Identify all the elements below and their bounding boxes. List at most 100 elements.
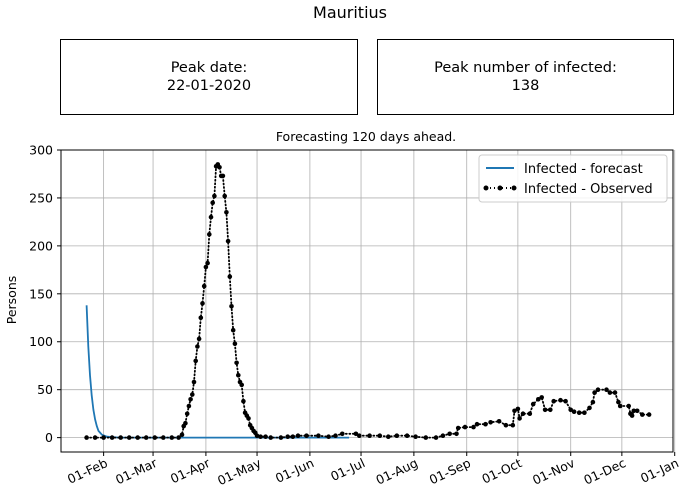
peak-date-value: 22-01-2020: [166, 78, 252, 94]
observed-point: [285, 434, 291, 440]
observed-point: [200, 301, 205, 306]
observed-point: [193, 358, 198, 364]
observed-point: [101, 435, 106, 440]
legend: Infected - forecast Infected - Observed: [478, 154, 668, 203]
observed-point: [542, 407, 548, 413]
observed-point: [258, 434, 263, 440]
x-tick-label: 01-Oct: [479, 455, 524, 487]
observed-point: [440, 433, 446, 439]
observed-point: [539, 395, 544, 400]
observed-point: [176, 435, 181, 440]
observed-point: [109, 435, 115, 440]
observed-point: [517, 416, 522, 421]
observed-point: [217, 165, 222, 170]
observed-point: [198, 315, 204, 321]
peak-date-box: Peak date: 22-01-2020: [60, 39, 358, 115]
observed-point: [239, 382, 244, 388]
observed-point: [454, 431, 459, 437]
observed-point: [183, 420, 188, 426]
observed-point: [169, 435, 175, 440]
y-tick-label: 100: [29, 334, 53, 349]
observed-point: [333, 433, 338, 439]
observed-point: [225, 238, 231, 244]
observed-point: [212, 193, 217, 199]
observed-point: [234, 360, 239, 366]
observed-point: [413, 434, 418, 440]
legend-frame: [478, 154, 668, 203]
observed-point: [582, 410, 587, 416]
observed-point: [607, 390, 613, 395]
observed-point: [190, 392, 195, 397]
legend-forecast-label: Infected - forecast: [524, 162, 643, 177]
x-tick-label: 01-Jun: [273, 455, 316, 486]
observed-point: [563, 398, 568, 404]
observed-line: [85, 162, 650, 439]
y-axis-label: Persons: [4, 276, 19, 325]
observed-point: [246, 416, 251, 421]
observed-point: [326, 434, 331, 440]
y-tick-label: 50: [37, 382, 53, 397]
observed-point: [576, 410, 582, 416]
observed-point: [447, 431, 453, 437]
observed-point: [201, 283, 207, 289]
x-tick-label: 01-Nov: [530, 455, 577, 488]
observed-point: [595, 387, 601, 393]
observed-point: [510, 422, 516, 428]
observed-point: [527, 411, 533, 417]
observed-point: [503, 422, 509, 428]
observed-point: [230, 327, 236, 333]
legend-observed-label: Infected - Observed: [524, 182, 653, 197]
observed-point: [394, 433, 400, 439]
observed-point: [530, 401, 536, 407]
observed-point: [205, 260, 210, 266]
observed-point: [203, 264, 209, 270]
x-tick-label: 01-May: [215, 455, 264, 488]
observed-point: [92, 435, 98, 440]
y-tick-label: 200: [29, 238, 53, 253]
observed-point: [612, 390, 618, 395]
legend-observed-marker: [511, 185, 517, 191]
observed-point: [229, 304, 234, 309]
observed-point: [474, 421, 480, 427]
y-tick-label: 300: [29, 143, 53, 158]
observed-point: [188, 397, 193, 402]
legend-observed-marker: [483, 185, 489, 191]
observed-point: [186, 403, 192, 409]
observed-point: [587, 405, 592, 411]
observed-point: [377, 433, 383, 439]
observed-point: [483, 421, 488, 427]
observed-point: [152, 435, 158, 440]
observed-point: [195, 344, 200, 349]
observed-point: [488, 420, 493, 425]
observed-point: [118, 435, 123, 440]
observed-point: [548, 407, 553, 413]
observed-point: [210, 200, 215, 205]
x-tick-label: 01-Feb: [65, 455, 110, 487]
y-tick-label: 250: [29, 190, 53, 205]
observed-point: [640, 412, 645, 417]
observed-point: [263, 434, 268, 440]
observed-point: [515, 406, 521, 412]
chart-title: Forecasting 120 days ahead.: [276, 129, 456, 144]
observed-point: [179, 432, 185, 438]
observed-point: [631, 408, 637, 414]
observed-point: [626, 403, 631, 409]
x-tick-label: 01-Sep: [427, 455, 473, 487]
peak-count-box: Peak number of infected: 138: [377, 39, 674, 115]
x-tick-label: 01-Jan: [638, 455, 681, 486]
observed-point: [571, 409, 577, 415]
observed-point: [241, 398, 246, 404]
peak-count-value: 138: [511, 78, 540, 94]
observed-point: [278, 435, 284, 440]
observed-point: [236, 373, 241, 378]
legend-observed-marker: [497, 185, 503, 191]
observed-point: [84, 435, 89, 440]
observed-point: [295, 433, 301, 439]
x-tick-label: 01-Jul: [328, 455, 367, 484]
x-tick-label: 01-Apr: [168, 455, 213, 487]
observed-point: [471, 424, 476, 430]
observed-point: [634, 408, 640, 414]
observed-point: [496, 419, 502, 424]
y-tick-label: 150: [29, 286, 53, 301]
